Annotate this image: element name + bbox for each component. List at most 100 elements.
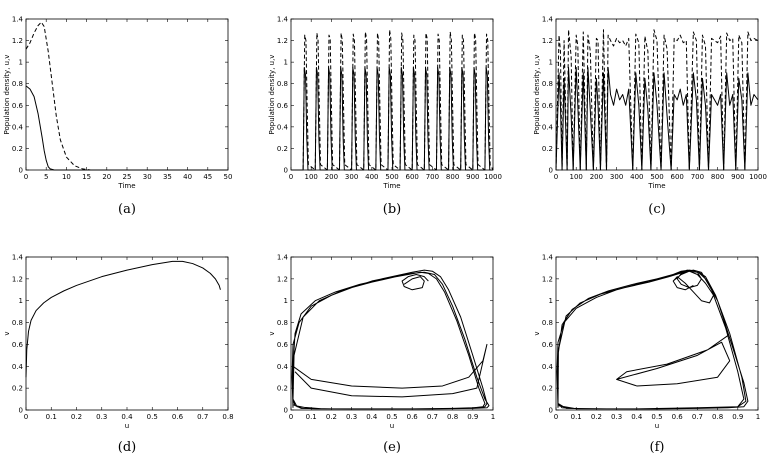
- y-tick-label: 0.4: [542, 363, 554, 371]
- panel-caption: (d): [118, 440, 136, 455]
- x-tick-label: 0.5: [147, 413, 158, 421]
- y-tick-label: 1.2: [277, 275, 288, 283]
- x-tick-label: 0.2: [326, 413, 337, 421]
- y-axis-label: Population density, u,v: [533, 55, 541, 135]
- y-tick-label: 0: [549, 167, 553, 175]
- y-tick-label: 0.4: [12, 363, 24, 371]
- y-tick-label: 1: [19, 59, 23, 67]
- y-tick-label: 1.4: [277, 254, 289, 262]
- y-tick-label: 0.6: [542, 102, 554, 110]
- y-tick-label: 0.8: [542, 80, 553, 88]
- y-tick-label: 0.2: [277, 385, 288, 393]
- y-tick-label: 1.2: [542, 37, 553, 45]
- y-tick-label: 1.4: [542, 254, 554, 262]
- x-tick-label: 300: [345, 173, 358, 181]
- x-tick-label: 0.1: [306, 413, 317, 421]
- x-tick-label: 1: [756, 413, 760, 421]
- x-tick-label: 600: [406, 173, 419, 181]
- y-axis-label: v: [268, 331, 276, 335]
- y-tick-label: 1.2: [542, 275, 553, 283]
- y-tick-label: 1.4: [277, 16, 289, 24]
- y-tick-label: 1: [284, 59, 288, 67]
- y-tick-label: 1.2: [12, 37, 23, 45]
- x-tick-label: 800: [446, 173, 459, 181]
- y-tick-label: 0.6: [12, 341, 24, 349]
- y-axis-label: v: [3, 331, 11, 335]
- x-tick-label: 100: [570, 173, 583, 181]
- x-tick-label: 0.8: [447, 413, 458, 421]
- x-tick-label: 0.3: [346, 413, 357, 421]
- y-axis-label: v: [533, 331, 541, 335]
- x-tick-label: 500: [385, 173, 398, 181]
- y-tick-label: 1.4: [542, 16, 554, 24]
- x-tick-label: 900: [731, 173, 744, 181]
- y-tick-label: 0.6: [277, 102, 289, 110]
- chart-panel-5: 0 0.1 0.2 0.3 0.4 0.5 0.6 0.7 0.8 0.9 1 0 0.2 0.4 0.6 0…: [268, 254, 495, 456]
- x-tick-label: 40: [183, 173, 192, 181]
- y-tick-label: 0.4: [277, 363, 289, 371]
- x-tick-label: 100: [305, 173, 318, 181]
- x-tick-label: 0.5: [651, 413, 662, 421]
- y-tick-label: 0.6: [542, 341, 554, 349]
- y-tick-label: 1.4: [12, 254, 24, 262]
- x-axis-label: u: [655, 422, 659, 430]
- chart-panel-1: 0 5 10 15 20 25 30 35 40 45 50 0 0.2 0.4 0.6 0.8 1 1.2 1.4…: [3, 16, 232, 218]
- x-tick-label: 500: [650, 173, 663, 181]
- y-tick-label: 1: [19, 297, 23, 305]
- series-line-1: [555, 67, 759, 171]
- x-axis-label: Time: [117, 182, 135, 190]
- chart-panel-6: 0 0.1 0.2 0.3 0.4 0.5 0.6 0.7 0.8 0.9 1 0 0.2 0.4 0.6 0…: [533, 254, 760, 456]
- y-tick-label: 0.8: [542, 319, 553, 327]
- x-tick-label: 800: [711, 173, 724, 181]
- y-tick-label: 0.8: [12, 80, 23, 88]
- chart-panel-2: 0 100 200 300 400 500 600 700 800 900 1000 0 0.2 0.4 0…: [268, 16, 502, 218]
- panel-caption: (c): [648, 202, 665, 217]
- y-tick-label: 1: [284, 297, 288, 305]
- panel-caption: (a): [118, 202, 136, 217]
- plot-frame: [25, 256, 229, 411]
- y-tick-label: 0.2: [277, 145, 288, 153]
- x-tick-label: 0.3: [611, 413, 622, 421]
- x-tick-label: 300: [610, 173, 623, 181]
- x-tick-label: 0: [24, 173, 28, 181]
- series-line-1: [25, 85, 228, 171]
- x-tick-label: 0.6: [407, 413, 419, 421]
- x-tick-label: 5: [44, 173, 48, 181]
- x-tick-label: 10: [62, 173, 71, 181]
- x-axis-label: u: [390, 422, 394, 430]
- x-tick-label: 0.8: [712, 413, 723, 421]
- y-tick-label: 1: [549, 59, 553, 67]
- x-tick-label: 0.9: [732, 413, 743, 421]
- series-line-2: [25, 21, 228, 171]
- y-tick-label: 0.2: [542, 385, 553, 393]
- x-tick-label: 0.6: [672, 413, 684, 421]
- y-tick-label: 0.8: [277, 80, 288, 88]
- panel-caption: (f): [650, 440, 665, 455]
- series-line-1: [556, 269, 749, 410]
- y-tick-label: 0.6: [12, 102, 24, 110]
- x-tick-label: 0.6: [172, 413, 184, 421]
- x-tick-label: 0.2: [591, 413, 602, 421]
- y-tick-label: 0.2: [542, 145, 553, 153]
- x-tick-label: 0: [289, 413, 293, 421]
- x-tick-label: 15: [82, 173, 91, 181]
- x-tick-label: 400: [630, 173, 643, 181]
- x-tick-label: 0.5: [386, 413, 397, 421]
- chart-panel-4: 0 0.1 0.2 0.3 0.4 0.5 0.6 0.7 0.8 0 0.2 0.4 0.6 0.8 1 1…: [3, 254, 234, 456]
- x-tick-label: 35: [163, 173, 172, 181]
- y-tick-label: 1.4: [12, 16, 24, 24]
- x-tick-label: 0.7: [197, 413, 208, 421]
- series-line-1: [25, 260, 221, 378]
- plot-frame: [25, 18, 229, 171]
- x-tick-label: 600: [671, 173, 684, 181]
- x-tick-label: 0: [554, 173, 558, 181]
- x-tick-label: 0.3: [96, 413, 107, 421]
- y-tick-label: 1.2: [277, 37, 288, 45]
- x-tick-label: 45: [203, 173, 212, 181]
- y-tick-label: 0.2: [12, 145, 23, 153]
- x-axis-label: Time: [382, 182, 400, 190]
- x-tick-label: 50: [224, 173, 233, 181]
- x-tick-label: 200: [590, 173, 603, 181]
- panel-caption: (e): [383, 440, 401, 455]
